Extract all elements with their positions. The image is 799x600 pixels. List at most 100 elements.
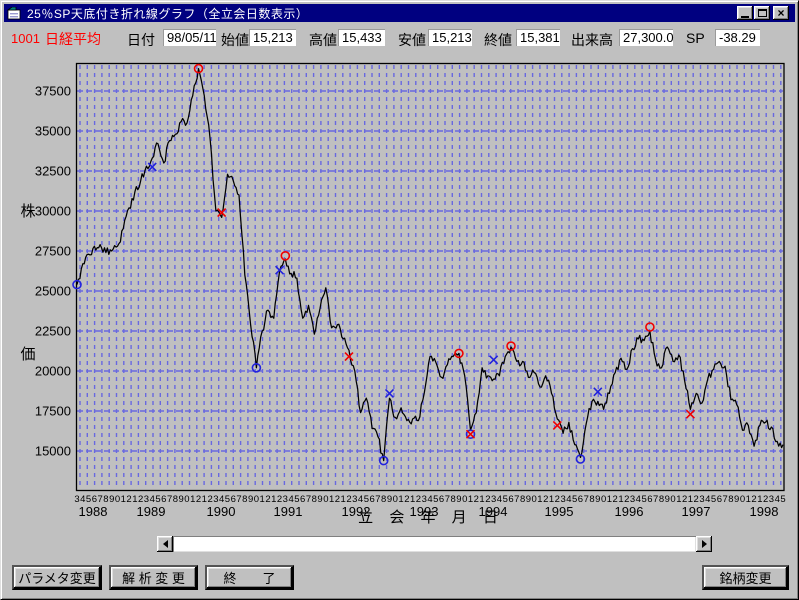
svg-text:0: 0 (601, 494, 606, 505)
svg-text:0: 0 (393, 494, 398, 505)
scroll-left-button[interactable] (157, 536, 173, 552)
svg-text:2: 2 (346, 494, 351, 505)
svg-text:6: 6 (439, 494, 444, 505)
bottom-marker (72, 279, 82, 290)
svg-text:1: 1 (676, 494, 681, 505)
svg-text:1992: 1992 (342, 504, 371, 519)
svg-text:5: 5 (86, 494, 91, 505)
sp-x-marker (685, 409, 695, 419)
svg-text:1: 1 (607, 494, 612, 505)
svg-text:1: 1 (398, 494, 403, 505)
svg-text:7: 7 (375, 494, 380, 505)
svg-text:0: 0 (254, 494, 259, 505)
top-marker (193, 63, 204, 74)
svg-text:1: 1 (757, 494, 762, 505)
svg-text:7: 7 (236, 494, 241, 505)
svg-text:9: 9 (248, 494, 253, 505)
svg-text:4: 4 (497, 494, 502, 505)
scrollbar-track[interactable] (173, 536, 696, 552)
bottom-marker (575, 454, 586, 464)
info-field-label: SP (686, 30, 705, 46)
svg-text:7: 7 (445, 494, 450, 505)
svg-text:立 会 年 月 日: 立 会 年 月 日 (358, 509, 504, 526)
svg-text:2: 2 (624, 494, 629, 505)
svg-text:0: 0 (184, 494, 189, 505)
svg-text:3: 3 (74, 494, 79, 505)
svg-text:3: 3 (699, 494, 704, 505)
svg-text:5: 5 (433, 494, 438, 505)
info-field-label: 終値 (484, 32, 512, 48)
svg-text:2: 2 (277, 494, 282, 505)
svg-text:8: 8 (312, 494, 317, 505)
svg-text:5: 5 (294, 494, 299, 505)
svg-text:20000: 20000 (35, 364, 71, 379)
svg-text:6: 6 (369, 494, 374, 505)
svg-text:2: 2 (682, 494, 687, 505)
top-marker (645, 322, 655, 332)
svg-text:5: 5 (572, 494, 577, 505)
maximize-button[interactable] (754, 6, 770, 20)
sp-x-marker (147, 162, 157, 172)
svg-text:2: 2 (555, 494, 560, 505)
scroll-right-button[interactable] (696, 536, 712, 552)
chart-scrollbar[interactable] (157, 536, 712, 552)
svg-text:1990: 1990 (207, 504, 236, 519)
svg-text:9: 9 (456, 494, 461, 505)
svg-text:7: 7 (97, 494, 102, 505)
svg-text:5: 5 (364, 494, 369, 505)
sp-x-marker (344, 352, 354, 362)
info-field-label: 安値 (398, 32, 426, 48)
analysis-change-button[interactable]: 解 析 変 更 (109, 565, 198, 590)
close-button[interactable]: × (773, 6, 789, 20)
exit-button[interactable]: 終 了 (205, 565, 294, 590)
parameter-change-button[interactable]: パラメタ変更 (12, 565, 102, 590)
sp-x-marker (552, 420, 562, 430)
svg-text:4: 4 (705, 494, 710, 505)
svg-text:6: 6 (647, 494, 652, 505)
svg-text:1: 1 (121, 494, 126, 505)
svg-text:2: 2 (138, 494, 143, 505)
svg-text:2: 2 (543, 494, 548, 505)
svg-text:3: 3 (144, 494, 149, 505)
svg-text:9: 9 (665, 494, 670, 505)
svg-text:2: 2 (613, 494, 618, 505)
svg-text:2: 2 (207, 494, 212, 505)
svg-text:1: 1 (132, 494, 137, 505)
svg-text:2: 2 (474, 494, 479, 505)
sp-x-marker (274, 265, 285, 275)
sp-x-marker (217, 208, 227, 218)
svg-text:30000: 30000 (35, 204, 71, 219)
price-chart: 1500017500200002250025000275003000032500… (20, 62, 786, 526)
svg-text:1: 1 (190, 494, 195, 505)
svg-text:1996: 1996 (615, 504, 644, 519)
info-field-value: 15,433 (338, 29, 385, 46)
svg-text:3: 3 (491, 494, 496, 505)
title-bar[interactable]: 25％SP天底付き折れ線グラフ（全立会日数表示） × (4, 4, 795, 22)
svg-text:2: 2 (416, 494, 421, 505)
svg-text:0: 0 (323, 494, 328, 505)
svg-text:1: 1 (746, 494, 751, 505)
svg-text:9: 9 (387, 494, 392, 505)
minimize-button[interactable] (737, 6, 753, 20)
svg-text:5: 5 (641, 494, 646, 505)
svg-text:5: 5 (780, 494, 785, 505)
svg-text:9: 9 (734, 494, 739, 505)
svg-text:2: 2 (265, 494, 270, 505)
svg-text:1994: 1994 (479, 504, 508, 519)
sp-x-marker (465, 429, 476, 439)
svg-text:2: 2 (763, 494, 768, 505)
symbol-change-button[interactable]: 銘柄変更 (702, 565, 789, 590)
svg-text:0: 0 (670, 494, 675, 505)
svg-text:1995: 1995 (545, 504, 574, 519)
svg-text:4: 4 (358, 494, 363, 505)
svg-text:1: 1 (202, 494, 207, 505)
svg-text:8: 8 (103, 494, 108, 505)
svg-text:8: 8 (381, 494, 386, 505)
svg-text:1: 1 (329, 494, 334, 505)
info-field-value: 98/05/11 (163, 29, 217, 46)
svg-text:32500: 32500 (35, 164, 71, 179)
bottom-marker (251, 362, 262, 373)
svg-text:1: 1 (260, 494, 265, 505)
svg-text:1: 1 (549, 494, 554, 505)
maximize-icon (757, 9, 767, 17)
